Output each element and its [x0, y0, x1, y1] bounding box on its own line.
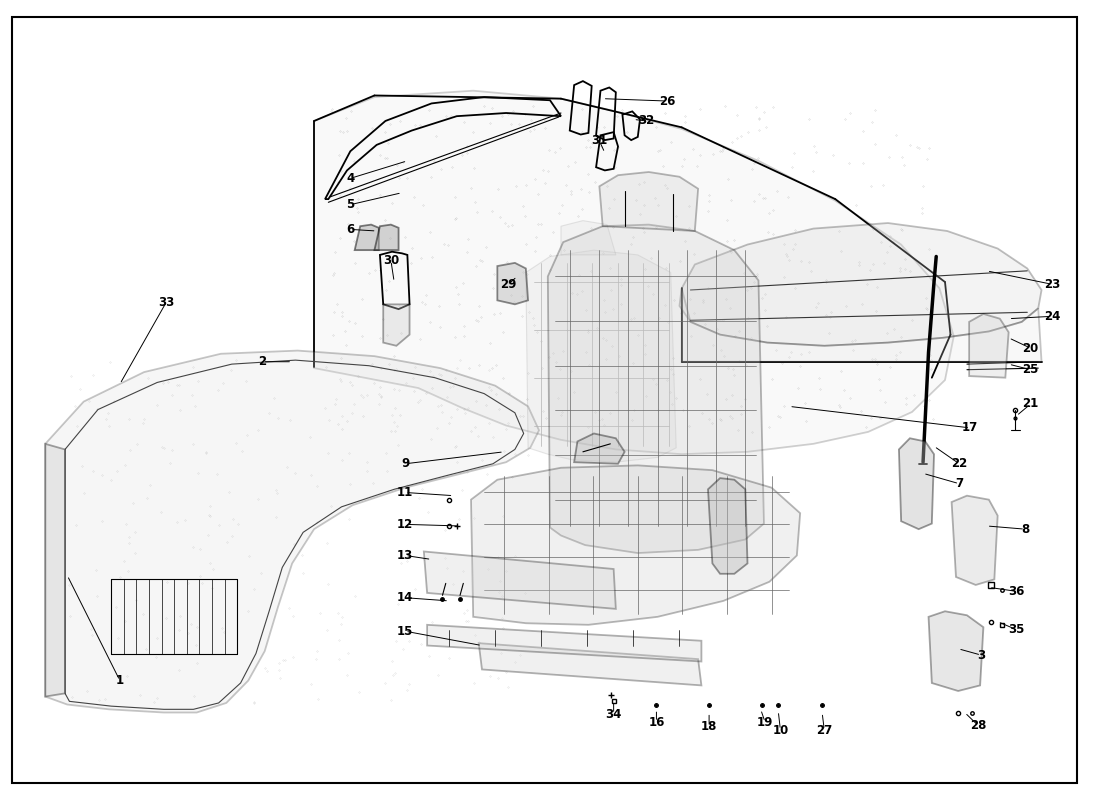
Polygon shape	[574, 434, 625, 464]
Text: 13: 13	[397, 549, 414, 562]
Text: 2: 2	[258, 355, 266, 368]
Text: 16: 16	[648, 715, 664, 729]
Polygon shape	[969, 314, 1009, 378]
Polygon shape	[497, 263, 528, 304]
Text: 12: 12	[397, 518, 414, 531]
Text: 34: 34	[605, 708, 621, 721]
Text: 1: 1	[116, 674, 124, 687]
Text: 23: 23	[1044, 278, 1060, 291]
Text: 17: 17	[962, 422, 978, 434]
Text: 14: 14	[397, 591, 414, 604]
Polygon shape	[928, 611, 983, 691]
Text: 19: 19	[757, 715, 773, 729]
Text: 24: 24	[1044, 310, 1060, 322]
Polygon shape	[526, 250, 676, 462]
Text: 15: 15	[397, 625, 414, 638]
Polygon shape	[315, 90, 954, 454]
Polygon shape	[600, 172, 698, 231]
Polygon shape	[427, 625, 702, 662]
Text: 10: 10	[772, 723, 789, 737]
Polygon shape	[383, 304, 409, 346]
Polygon shape	[682, 288, 1042, 362]
Text: 28: 28	[970, 718, 986, 732]
Text: 6: 6	[346, 223, 354, 236]
Text: 22: 22	[952, 458, 967, 470]
Polygon shape	[354, 225, 378, 250]
Text: 21: 21	[1023, 398, 1038, 410]
Polygon shape	[424, 551, 616, 609]
Text: 31: 31	[592, 134, 607, 147]
Text: 20: 20	[1023, 342, 1038, 354]
Polygon shape	[478, 643, 702, 686]
Text: 27: 27	[816, 723, 833, 737]
Text: 5: 5	[346, 198, 354, 211]
Text: 9: 9	[402, 458, 409, 470]
Text: 4: 4	[346, 172, 354, 185]
Text: 11: 11	[397, 486, 414, 499]
Text: 8: 8	[1021, 522, 1030, 536]
Text: 30: 30	[383, 254, 399, 267]
Polygon shape	[374, 225, 398, 250]
Text: 29: 29	[500, 278, 517, 291]
Text: 26: 26	[659, 94, 675, 107]
Text: 7: 7	[955, 478, 964, 490]
Polygon shape	[548, 225, 764, 553]
Text: 36: 36	[1008, 585, 1024, 598]
Polygon shape	[45, 350, 539, 713]
Polygon shape	[708, 478, 748, 574]
Text: 33: 33	[157, 296, 174, 310]
Text: 25: 25	[1022, 363, 1038, 376]
Polygon shape	[680, 223, 1042, 346]
Polygon shape	[471, 466, 800, 625]
Polygon shape	[952, 496, 998, 585]
Text: 32: 32	[638, 114, 654, 127]
Text: 18: 18	[701, 720, 717, 734]
Text: 35: 35	[1008, 623, 1024, 636]
Polygon shape	[899, 438, 934, 529]
Polygon shape	[561, 221, 616, 255]
Text: 3: 3	[977, 649, 986, 662]
Polygon shape	[45, 444, 65, 697]
